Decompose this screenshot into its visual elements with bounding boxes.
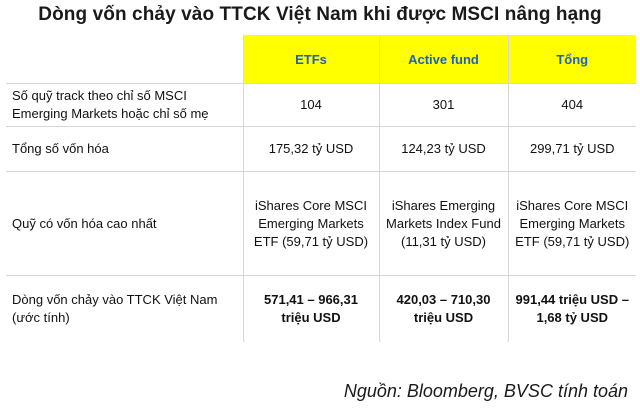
table-cell: 420,03 – 710,30 triệu USD bbox=[379, 275, 509, 342]
row-label: Quỹ có vốn hóa cao nhất bbox=[6, 171, 244, 276]
header-row: ETFs Active fund Tổng bbox=[6, 35, 636, 84]
table-row: Tổng số vốn hóa 175,32 tỷ USD 124,23 tỷ … bbox=[6, 126, 636, 172]
table-cell: iShares Emerging Markets Index Fund (11,… bbox=[379, 171, 509, 276]
source-note: Nguồn: Bloomberg, BVSC tính toán bbox=[343, 381, 628, 401]
row-label: Tổng số vốn hóa bbox=[6, 126, 244, 172]
data-table: ETFs Active fund Tổng Số quỹ track theo … bbox=[6, 35, 636, 342]
table-cell: 404 bbox=[508, 83, 636, 127]
table-cell: iShares Core MSCI Emerging Markets ETF (… bbox=[243, 171, 380, 276]
table-cell: 175,32 tỷ USD bbox=[243, 126, 380, 172]
table-cell: 991,44 triệu USD – 1,68 tỷ USD bbox=[515, 292, 629, 325]
column-header-total: Tổng bbox=[508, 35, 636, 84]
row-label: Dòng vốn chảy vào TTCK Việt Nam (ước tín… bbox=[6, 275, 244, 342]
table-row: Số quỹ track theo chỉ số MSCI Emerging M… bbox=[6, 83, 636, 127]
column-header-etfs: ETFs bbox=[243, 35, 380, 84]
header-corner-cell bbox=[6, 35, 244, 84]
row-label: Số quỹ track theo chỉ số MSCI Emerging M… bbox=[6, 83, 244, 127]
table-row: Dòng vốn chảy vào TTCK Việt Nam (ước tín… bbox=[6, 275, 636, 342]
table-cell: iShares Core MSCI Emerging Markets ETF (… bbox=[508, 171, 636, 276]
table-cell: 301 bbox=[379, 83, 509, 127]
column-header-active-fund: Active fund bbox=[379, 35, 509, 84]
table-cell: 104 bbox=[243, 83, 380, 127]
table-row: Quỹ có vốn hóa cao nhất iShares Core MSC… bbox=[6, 171, 636, 276]
page-title: Dòng vốn chảy vào TTCK Việt Nam khi được… bbox=[38, 4, 602, 25]
table-cell: 571,41 – 966,31 triệu USD bbox=[243, 275, 380, 342]
table-cell: 299,71 tỷ USD bbox=[508, 126, 636, 172]
table-cell: 124,23 tỷ USD bbox=[379, 126, 509, 172]
